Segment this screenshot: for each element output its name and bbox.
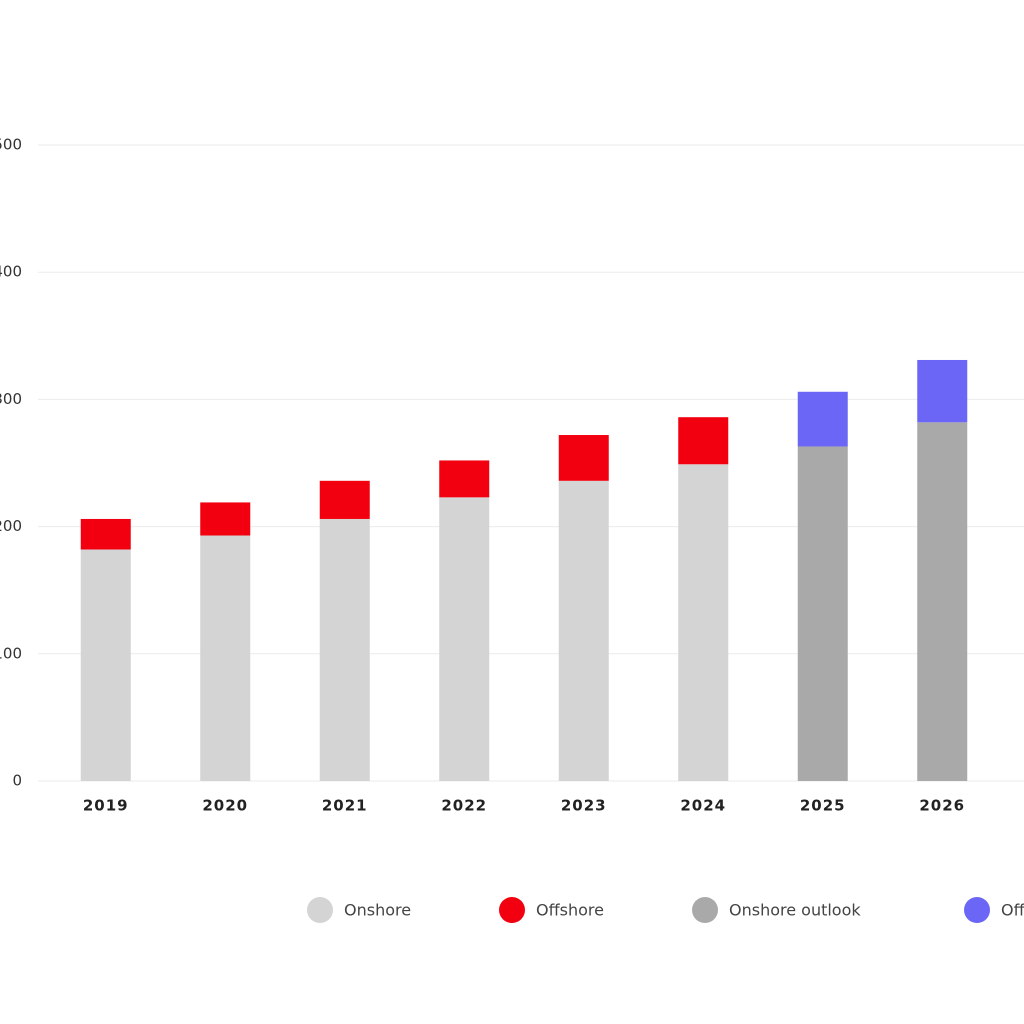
legend-marker bbox=[964, 897, 990, 923]
bar-segment bbox=[80, 518, 131, 550]
y-tick-label: 0 bbox=[12, 772, 22, 790]
legend-label: Onshore outlook bbox=[729, 901, 861, 920]
legend-marker bbox=[307, 897, 333, 923]
x-tick-label: 2026 bbox=[919, 797, 965, 815]
x-tick-label: 2024 bbox=[680, 797, 726, 815]
bar-segment bbox=[678, 464, 729, 781]
bar-segment bbox=[319, 480, 370, 519]
bar-segment bbox=[797, 446, 848, 781]
y-tick-label: 200 bbox=[0, 517, 22, 535]
legend-marker bbox=[692, 897, 718, 923]
y-tick-label: 100 bbox=[0, 644, 22, 662]
bar-segment bbox=[558, 435, 609, 481]
bar-segment bbox=[80, 549, 131, 781]
legend-label: Offshore outlook bbox=[1001, 901, 1024, 920]
legend-marker bbox=[499, 897, 525, 923]
x-tick-label: 2019 bbox=[83, 797, 129, 815]
x-tick-label: 2022 bbox=[441, 797, 487, 815]
bar-segment bbox=[319, 518, 370, 781]
bar-segment bbox=[917, 422, 968, 781]
y-tick-label: 400 bbox=[0, 263, 22, 281]
bar-segment bbox=[917, 359, 968, 423]
legend-label: Offshore bbox=[536, 901, 604, 920]
x-tick-label: 2023 bbox=[561, 797, 607, 815]
x-tick-label: 2020 bbox=[202, 797, 248, 815]
x-tick-label: 2021 bbox=[322, 797, 368, 815]
bar-segment bbox=[439, 497, 490, 781]
bar-segment bbox=[678, 417, 729, 465]
legend-label: Onshore bbox=[344, 901, 411, 920]
bar-segment bbox=[558, 480, 609, 781]
bar-segment bbox=[200, 535, 251, 781]
bar-segment bbox=[797, 391, 848, 447]
y-tick-label: 500 bbox=[0, 136, 22, 154]
bar-segment bbox=[439, 460, 490, 498]
bar-segment bbox=[200, 502, 251, 536]
y-tick-label: 300 bbox=[0, 390, 22, 408]
x-tick-label: 2025 bbox=[800, 797, 846, 815]
